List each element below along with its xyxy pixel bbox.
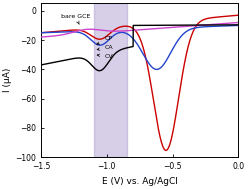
Text: CV: CV: [97, 54, 113, 59]
Bar: [94, 3, 126, 157]
Y-axis label: I (μA): I (μA): [3, 68, 12, 92]
X-axis label: E (V) vs. Ag/AgCl: E (V) vs. Ag/AgCl: [102, 177, 178, 186]
Text: CA: CA: [97, 45, 113, 50]
Text: bare GCE: bare GCE: [61, 14, 90, 24]
Text: CP: CP: [97, 36, 112, 44]
